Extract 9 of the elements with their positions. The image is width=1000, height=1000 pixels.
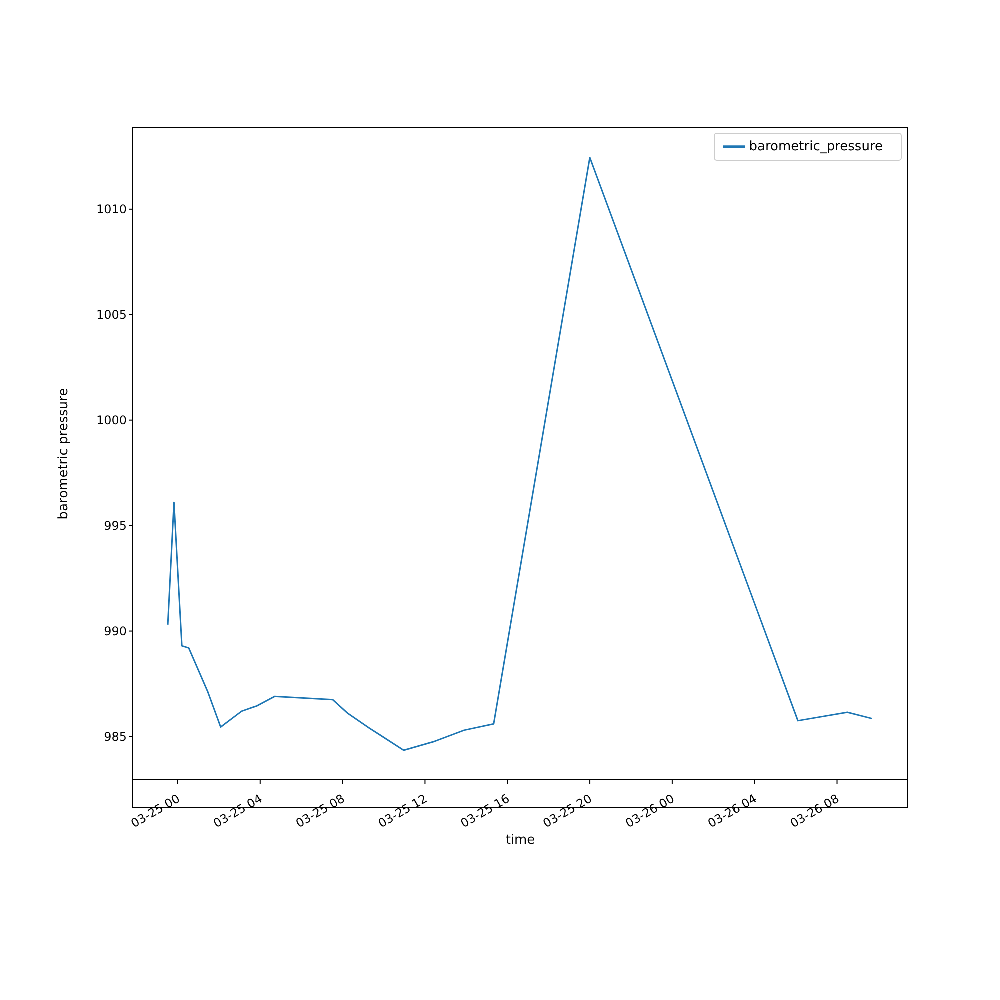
y-tick-label: 1000 [96,414,127,428]
y-tick-label: 990 [104,624,127,639]
y-tick-label: 995 [104,519,127,534]
x-axis-title: time [506,833,536,848]
y-tick-label: 1005 [96,308,127,322]
y-tick-label: 985 [104,730,127,744]
y-tick-label: 1010 [96,202,127,217]
legend-label: barometric_pressure [749,140,883,155]
y-axis-title: barometric pressure [56,388,72,520]
